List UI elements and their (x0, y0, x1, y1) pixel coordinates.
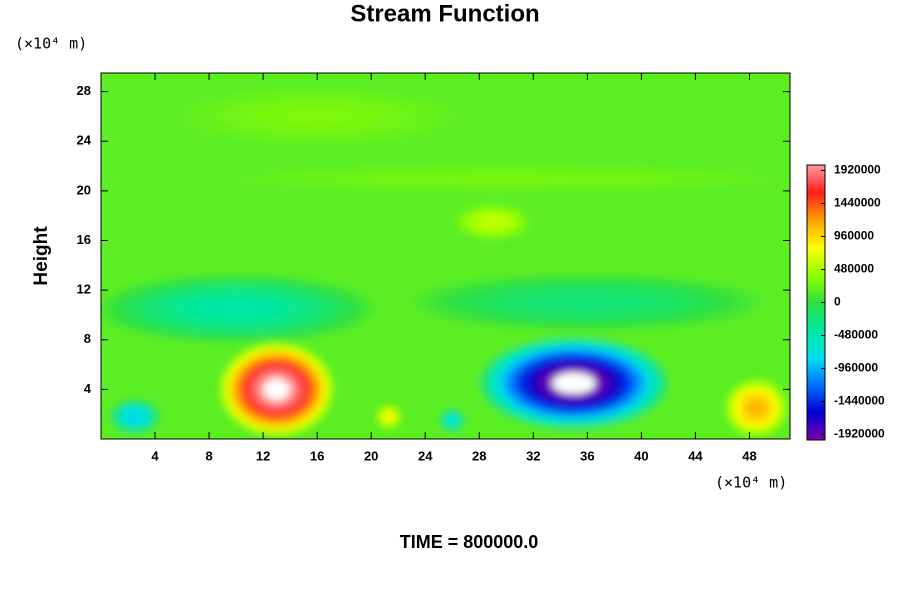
y-tick-label: 12 (77, 282, 91, 297)
colorbar-tick-label: -1440000 (834, 394, 885, 408)
x-tick-label: 44 (688, 448, 703, 463)
x-tick-label: 28 (472, 448, 486, 463)
y-tick-label: 20 (77, 182, 91, 197)
contour-level (755, 407, 757, 409)
y-tick-label: 24 (77, 133, 92, 148)
chart-title: Stream Function (350, 0, 539, 27)
colorbar-tick-label: 1440000 (834, 196, 881, 210)
colorbar-tick-label: 960000 (834, 229, 874, 243)
x-tick-label: 8 (205, 448, 212, 463)
colorbar-tick-label: 480000 (834, 262, 874, 276)
contour-level (235, 308, 237, 310)
contour-level (316, 115, 318, 117)
contour-level (573, 382, 575, 384)
colorbar-tick-label: -480000 (834, 328, 878, 342)
y-tick-label: 4 (84, 381, 92, 396)
y-unit: (×10⁴ m) (15, 35, 87, 53)
plot-frame (100, 72, 791, 440)
colorbar-tick-label: -1920000 (834, 427, 885, 441)
y-axis-label: Height (31, 226, 52, 286)
contour-level (134, 416, 136, 418)
field (101, 73, 790, 439)
x-tick-label: 16 (310, 448, 324, 463)
footer: TIME = 800000.0 (400, 532, 539, 552)
contour-level (276, 388, 278, 390)
y-tick-label: 16 (77, 232, 91, 247)
colorbar-tick-label: 0 (834, 295, 841, 309)
contour-level (492, 221, 494, 223)
x-tick-label: 20 (364, 448, 378, 463)
y-tick-label: 8 (84, 331, 91, 346)
y-tick-label: 28 (77, 83, 91, 98)
contour-level (451, 419, 453, 421)
x-tick-label: 48 (742, 448, 756, 463)
contour-level (388, 416, 390, 418)
x-tick-label: 40 (634, 448, 648, 463)
contour-level (586, 302, 588, 304)
x-unit: (×10⁴ m) (715, 474, 787, 492)
x-tick-label: 4 (151, 448, 159, 463)
contour-level (505, 177, 507, 179)
x-tick-label: 24 (418, 448, 433, 463)
x-tick-label: 32 (526, 448, 540, 463)
field-features (101, 85, 790, 439)
colorbar-tick-label: -960000 (834, 361, 878, 375)
colorbar-tick-label: 1920000 (834, 163, 881, 177)
x-tick-label: 36 (580, 448, 594, 463)
x-tick-label: 12 (256, 448, 270, 463)
